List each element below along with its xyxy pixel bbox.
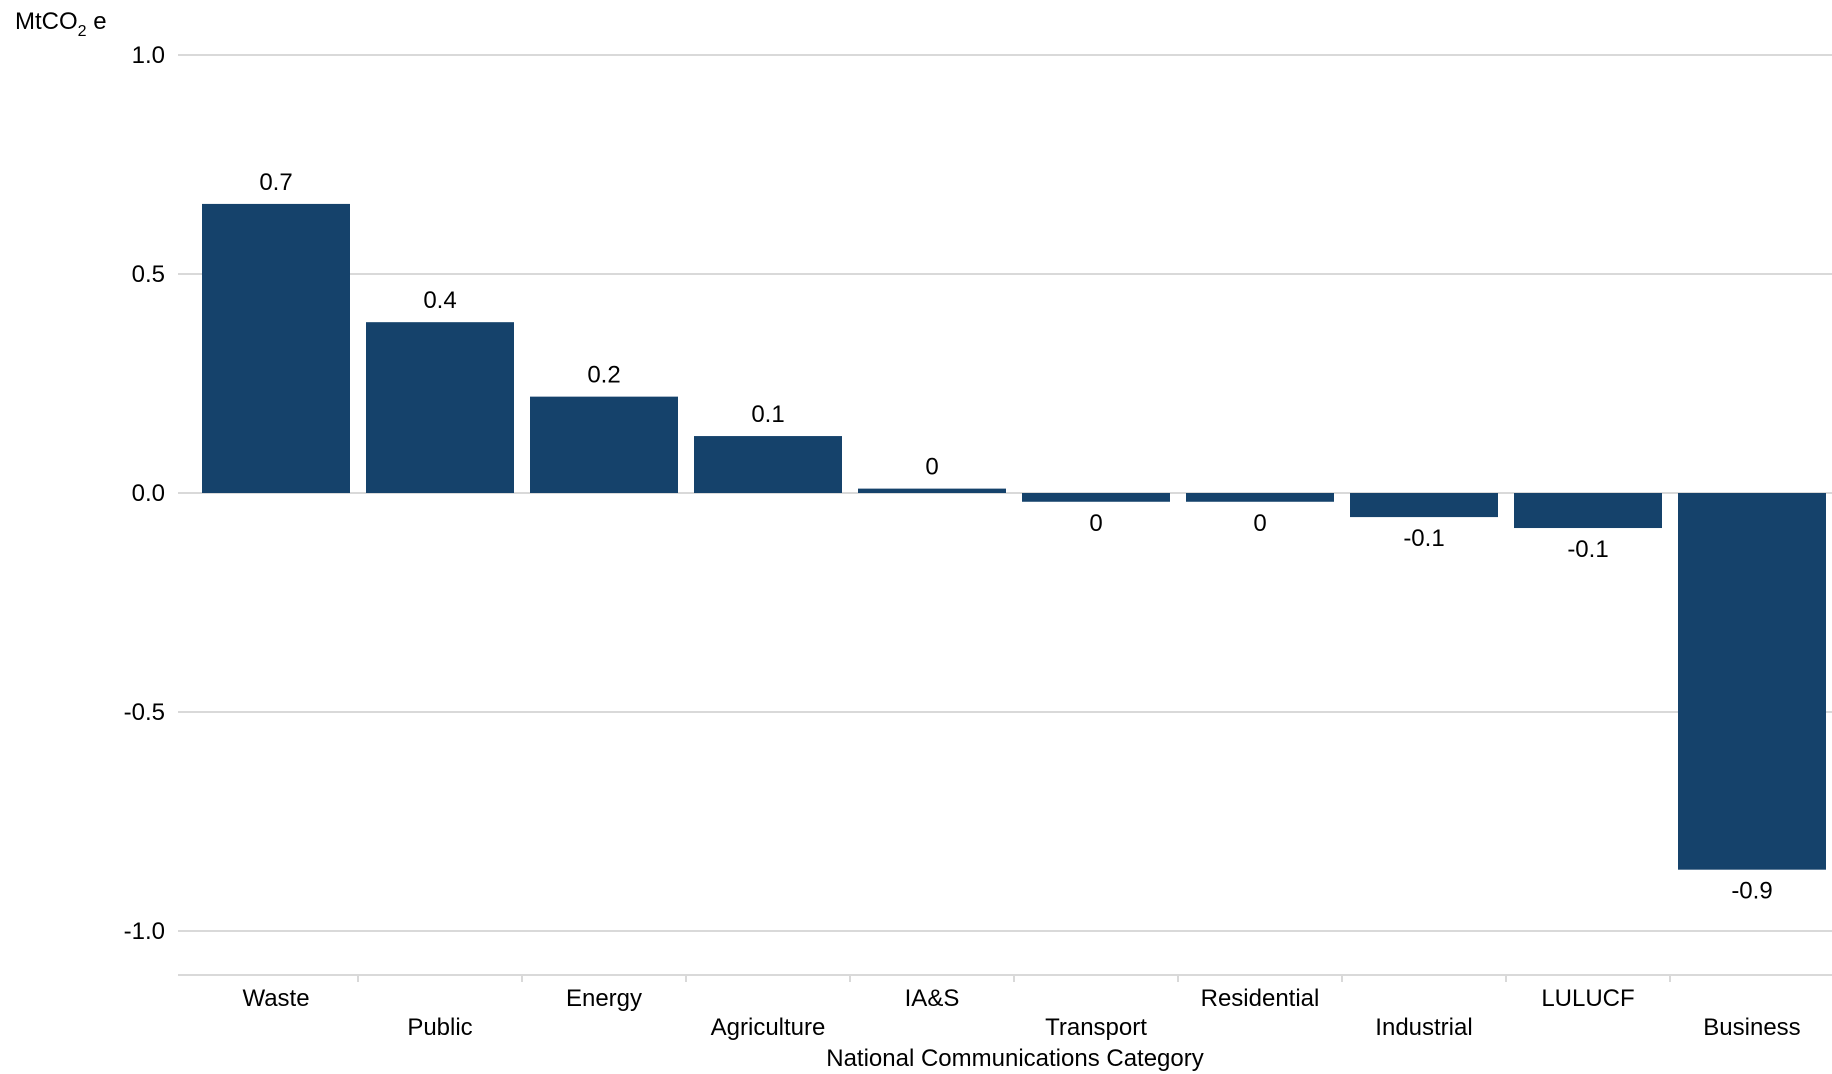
bars — [202, 203, 1826, 870]
data-label: 0.7 — [259, 169, 292, 196]
x-tick-label: Agriculture — [711, 1014, 826, 1041]
bar — [1678, 493, 1826, 870]
bar — [694, 436, 842, 493]
bar — [1186, 493, 1334, 502]
x-tick-label: Residential — [1201, 985, 1320, 1012]
bar — [202, 203, 350, 494]
y-tick-label: -0.5 — [124, 699, 165, 726]
bar — [366, 322, 514, 493]
y-tick-label: -1.0 — [124, 918, 165, 945]
x-tick-label: Industrial — [1375, 1014, 1472, 1041]
x-tick-label: Public — [407, 1014, 472, 1041]
data-labels: 0.7 0.4 0.2 0.1 0 0 0 -0.1 -0.1 -0.9 — [259, 169, 1772, 905]
bar — [1514, 493, 1662, 529]
data-label: -0.9 — [1731, 878, 1772, 905]
data-label: 0 — [1253, 510, 1266, 537]
y-axis-ticks: 1.0 0.5 0.0 -0.5 -1.0 — [124, 42, 165, 945]
data-label: 0.4 — [423, 287, 456, 314]
x-axis: Waste Public Energy Agriculture IA&S Transpor… — [178, 974, 1832, 1041]
bar — [858, 488, 1006, 493]
x-tick-label: Transport — [1045, 1014, 1147, 1041]
data-label: -0.1 — [1403, 525, 1444, 552]
x-tick-label: IA&S — [905, 985, 960, 1012]
x-tick-label: Energy — [566, 985, 642, 1012]
x-tick-label: LULUCF — [1541, 985, 1634, 1012]
y-tick-label: 1.0 — [132, 42, 165, 69]
bar — [530, 396, 678, 493]
data-label: 0.2 — [587, 362, 620, 389]
data-label: 0 — [925, 454, 938, 481]
y-tick-label: 0.0 — [132, 480, 165, 507]
data-label: 0 — [1089, 510, 1102, 537]
bar — [1350, 493, 1498, 518]
y-tick-label: 0.5 — [132, 261, 165, 288]
x-axis-label: National Communications Category — [826, 1045, 1204, 1072]
data-label: -0.1 — [1567, 536, 1608, 563]
bar — [1022, 493, 1170, 502]
data-label: 0.1 — [751, 401, 784, 428]
x-tick-label: Business — [1703, 1014, 1800, 1041]
y-axis-label: MtCO2 e — [15, 8, 107, 40]
x-tick-label: Waste — [242, 985, 309, 1012]
